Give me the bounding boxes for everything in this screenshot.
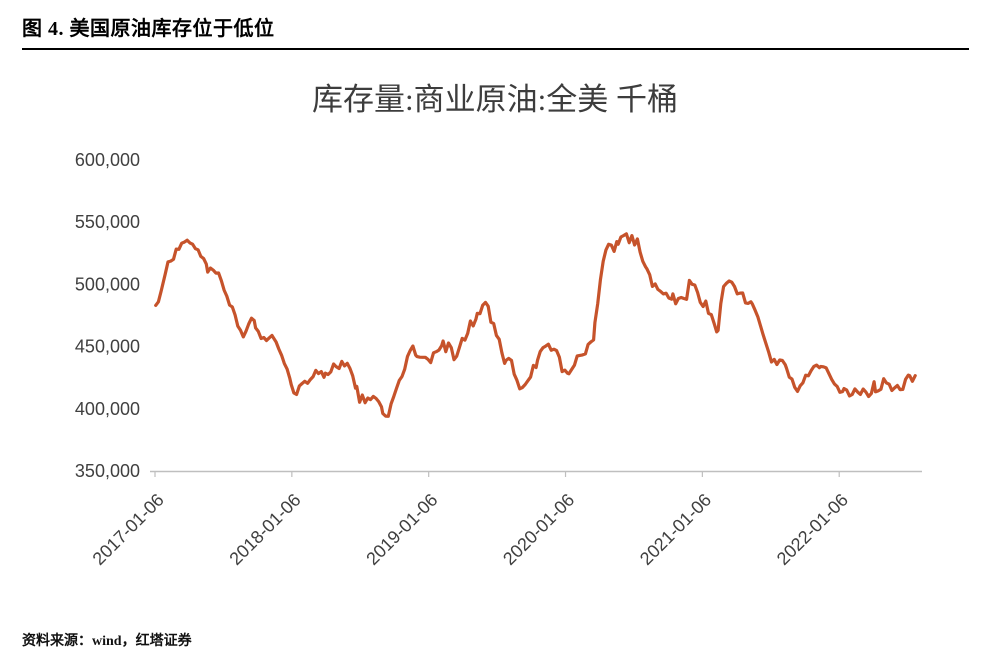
series-line — [154, 232, 917, 418]
y-axis-tick-label: 550,000 — [75, 212, 140, 232]
y-axis-tick-label: 500,000 — [75, 274, 140, 294]
y-axis-tick-label: 600,000 — [75, 150, 140, 170]
x-axis-tick-label: 2019-01-06 — [362, 490, 441, 569]
chart-title: 库存量:商业原油:全美 千桶 — [312, 82, 678, 117]
x-axis-tick-label: 2018-01-06 — [225, 490, 304, 569]
inventory-chart: 库存量:商业原油:全美 千桶 350,000 400,000 450,000 500,0… — [75, 82, 922, 569]
source-note-row: 资料来源：wind，红塔证券 — [22, 630, 192, 650]
chart-area: 库存量:商业原油:全美 千桶 350,000 400,000 450,000 500,0… — [0, 50, 991, 610]
y-axis-tick-label: 400,000 — [75, 399, 140, 419]
x-axis-tick-label: 2020-01-06 — [499, 490, 578, 569]
x-axis-tick-label: 2022-01-06 — [773, 490, 852, 569]
source-note: 资料来源：wind，红塔证券 — [22, 634, 192, 649]
y-axis-tick-label: 450,000 — [75, 337, 140, 357]
figure-header: 图 4. 美国原油库存位于低位 — [22, 12, 969, 50]
y-axis-tick-label: 350,000 — [75, 461, 140, 481]
x-axis-tick-label: 2017-01-06 — [89, 490, 168, 569]
figure-title: 图 4. 美国原油库存位于低位 — [22, 18, 275, 40]
x-axis-tick-label: 2021-01-06 — [636, 490, 715, 569]
